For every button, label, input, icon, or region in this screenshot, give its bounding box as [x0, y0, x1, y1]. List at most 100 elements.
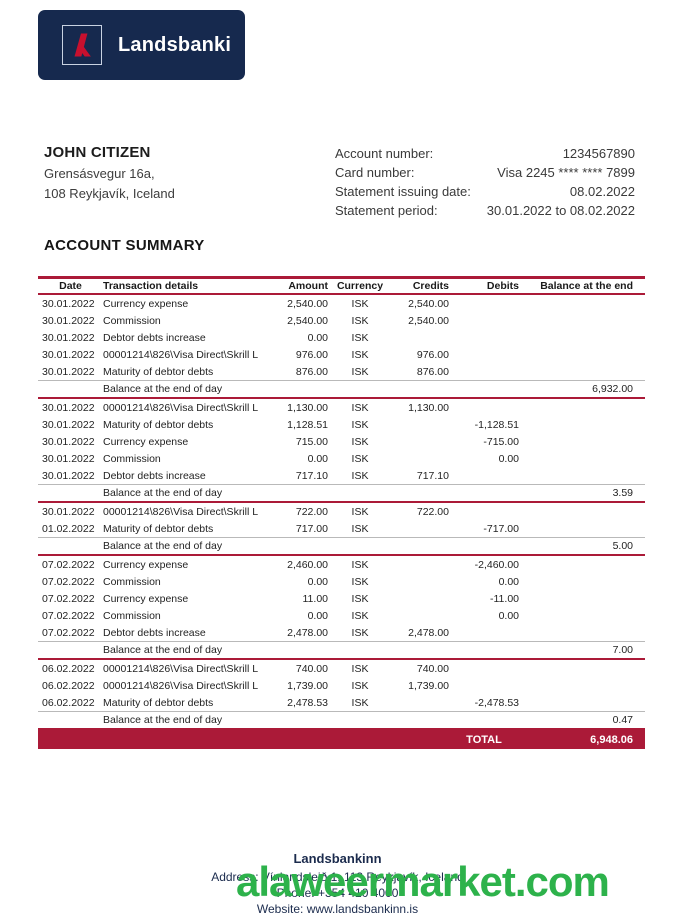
balance-label: Balance at the end of day: [103, 540, 223, 552]
day-section: 06.02.2022 00001214\826\Visa Direct\Skril…: [38, 660, 645, 730]
balance-row: Balance at the end of day 7.00: [38, 641, 645, 658]
statement-footer: Landsbankinn Address: Vínlandsleið 1, 11…: [0, 851, 675, 917]
cell-credits: 722.00: [416, 505, 449, 518]
column-header-credits: Credits: [412, 280, 449, 292]
column-header-details: Transaction details: [103, 280, 199, 292]
cell-debits: 0.00: [498, 609, 519, 622]
cell-amount: 740.00: [295, 662, 328, 675]
cell-amount: 0.00: [307, 452, 328, 465]
cell-debits: -11.00: [490, 592, 519, 605]
cell-date: 30.01.2022: [42, 505, 95, 518]
cell-date: 30.01.2022: [42, 469, 95, 482]
cell-amount: 0.00: [307, 331, 328, 344]
cell-details: Maturity of debtor debts: [103, 418, 214, 431]
balance-label: Balance at the end of day: [103, 714, 223, 726]
cell-credits: 2,478.00: [408, 626, 449, 639]
cell-currency: ISK: [351, 679, 369, 692]
cell-date: 30.01.2022: [42, 365, 95, 378]
info-label: Statement period:: [335, 203, 438, 218]
cell-credits: 740.00: [416, 662, 449, 675]
cell-currency: ISK: [351, 348, 369, 361]
cell-amount: 876.00: [295, 365, 328, 378]
cell-date: 07.02.2022: [42, 626, 95, 639]
cell-credits: 876.00: [416, 365, 449, 378]
cell-debits: -1,128.51: [474, 418, 519, 431]
table-row: 07.02.2022 Commission 0.00 ISK 0.00: [38, 607, 645, 624]
table-row: 30.01.2022 Currency expense 715.00 ISK -715.…: [38, 433, 645, 450]
table-row: 30.01.2022 00001214\826\Visa Direct\Skril…: [38, 503, 645, 520]
table-row: 30.01.2022 Debtor debts increase 0.00 ISK: [38, 329, 645, 346]
cell-amount: 2,540.00: [287, 314, 328, 327]
day-section: 30.01.2022 00001214\826\Visa Direct\Skril…: [38, 503, 645, 556]
page-title: ACCOUNT SUMMARY: [44, 237, 205, 254]
info-value: Visa 2245 **** **** 7899: [497, 165, 635, 180]
cell-amount: 722.00: [295, 505, 328, 518]
cell-details: Commission: [103, 609, 161, 622]
balance-row: Balance at the end of day 6,932.00: [38, 380, 645, 397]
column-header-balance: Balance at the end: [540, 280, 633, 292]
footer-website: Website: www.landsbankinn.is: [256, 902, 419, 916]
cell-details: 00001214\826\Visa Direct\Skrill L: [103, 401, 259, 414]
table-header-row: Date Transaction details Amount Currency…: [38, 276, 645, 295]
cell-date: 06.02.2022: [42, 679, 95, 692]
landsbanki-flag-glyph: [74, 33, 91, 57]
cell-details: 00001214\826\Visa Direct\Skrill L: [103, 348, 259, 361]
footer-phone: Phone: +354 410 4000: [276, 886, 399, 900]
cell-currency: ISK: [351, 331, 369, 344]
balance-row: Balance at the end of day 0.47: [38, 711, 645, 728]
cell-details: Currency expense: [103, 435, 189, 448]
cell-currency: ISK: [351, 469, 369, 482]
day-section: 07.02.2022 Currency expense 2,460.00 ISK -2,…: [38, 556, 645, 660]
cell-details: Commission: [103, 452, 161, 465]
info-value: 30.01.2022 to 08.02.2022: [486, 203, 635, 218]
table-row: 06.02.2022 Maturity of debtor debts 2,478.…: [38, 694, 645, 711]
cell-credits: 1,739.00: [408, 679, 449, 692]
cell-debits: -2,478.53: [474, 696, 519, 709]
account-info-row: Card number: Visa 2245 **** **** 7899: [335, 165, 635, 184]
info-label: Account number:: [335, 146, 434, 161]
balance-value: 0.47: [612, 714, 633, 726]
cell-debits: -715.00: [483, 435, 519, 448]
cell-date: 07.02.2022: [42, 609, 95, 622]
cell-credits: 717.10: [416, 469, 449, 482]
cell-credits: 1,130.00: [408, 401, 449, 414]
table-row: 30.01.2022 Commission 2,540.00 ISK 2,540.00: [38, 312, 645, 329]
customer-address-line2: 108 Reykjavík, Iceland: [44, 186, 175, 201]
day-section: 30.01.2022 00001214\826\Visa Direct\Skril…: [38, 399, 645, 503]
cell-details: Debtor debts increase: [103, 331, 206, 344]
info-value: 1234567890: [562, 146, 635, 161]
cell-details: 00001214\826\Visa Direct\Skrill L: [103, 662, 259, 675]
cell-date: 30.01.2022: [42, 452, 95, 465]
table-row: 30.01.2022 00001214\826\Visa Direct\Skril…: [38, 346, 645, 363]
cell-currency: ISK: [351, 452, 369, 465]
cell-details: 00001214\826\Visa Direct\Skrill L: [103, 505, 259, 518]
cell-details: Currency expense: [103, 297, 189, 310]
column-header-debits: Debits: [486, 280, 519, 292]
account-info-row: Statement period: 30.01.2022 to 08.02.202…: [335, 203, 635, 222]
cell-amount: 717.00: [295, 522, 328, 535]
day-section: 30.01.2022 Currency expense 2,540.00 ISK 2,5…: [38, 295, 645, 399]
cell-date: 30.01.2022: [42, 314, 95, 327]
column-header-amount: Amount: [288, 280, 328, 292]
info-label: Card number:: [335, 165, 415, 180]
cell-date: 30.01.2022: [42, 401, 95, 414]
customer-address-line1: Grensásvegur 16a,: [44, 166, 155, 181]
cell-currency: ISK: [351, 435, 369, 448]
column-header-currency: Currency: [336, 280, 384, 292]
transactions-table: Date Transaction details Amount Currency…: [38, 276, 645, 749]
cell-currency: ISK: [351, 314, 369, 327]
table-row: 30.01.2022 00001214\826\Visa Direct\Skril…: [38, 399, 645, 416]
total-row: TOTAL 6,948.06: [38, 730, 645, 749]
cell-debits: -717.00: [483, 522, 519, 535]
watermark-text: alaweermarket.com: [236, 858, 610, 905]
cell-currency: ISK: [351, 505, 369, 518]
cell-amount: 2,478.53: [287, 696, 328, 709]
cell-date: 06.02.2022: [42, 662, 95, 675]
total-label: TOTAL: [466, 733, 502, 746]
total-value: 6,948.06: [590, 733, 633, 746]
balance-row: Balance at the end of day 3.59: [38, 484, 645, 501]
table-row: 30.01.2022 Debtor debts increase 717.10 ISK…: [38, 467, 645, 484]
column-header-date: Date: [59, 280, 82, 292]
cell-currency: ISK: [351, 592, 369, 605]
